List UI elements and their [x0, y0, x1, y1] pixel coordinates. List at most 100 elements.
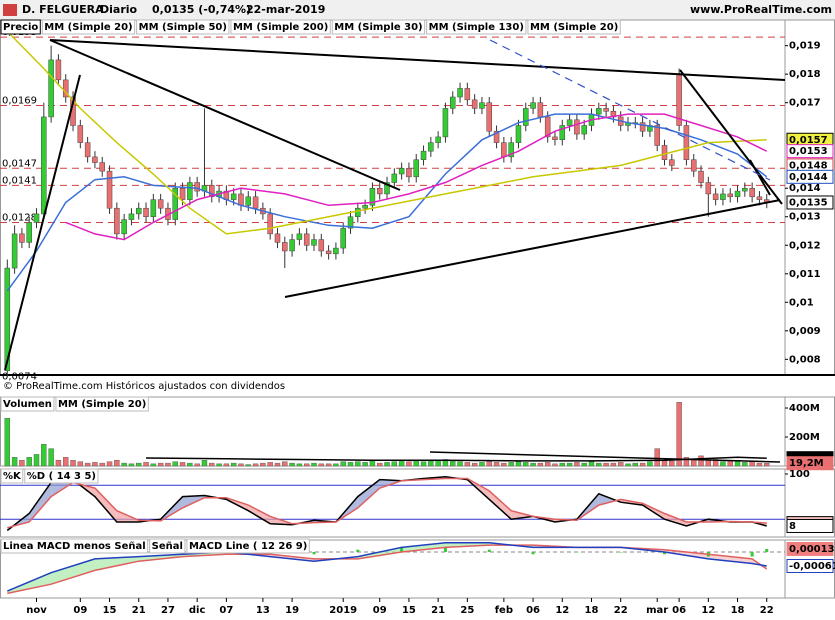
x-tick-label: 15	[402, 605, 416, 616]
volume-bar	[340, 461, 346, 467]
volume-bar	[201, 460, 208, 467]
volume-bar	[610, 462, 617, 467]
trendline	[679, 69, 783, 205]
candle-body	[698, 170, 704, 183]
band-fill	[94, 488, 117, 523]
y-tick-label: 0,014	[789, 183, 821, 194]
volume-bar	[33, 454, 40, 467]
candle-body	[471, 99, 478, 109]
volume-bar	[165, 462, 171, 467]
candle-body	[508, 142, 514, 158]
x-tick-label: 13	[256, 605, 270, 616]
volume-bar	[362, 462, 368, 467]
volume-bar	[676, 402, 682, 467]
volume-bar	[150, 463, 157, 467]
candle-body	[41, 116, 47, 215]
volume-bar	[756, 462, 763, 467]
volume-bar	[661, 460, 668, 467]
x-tick-label: 18	[585, 605, 599, 616]
line	[7, 544, 768, 595]
legend-box	[230, 19, 331, 35]
y-tick-label: 0,008	[789, 354, 821, 365]
volume-bar	[216, 463, 222, 467]
histogram-bar	[575, 551, 579, 553]
volume-bar	[501, 462, 507, 467]
x-tick-label: 21	[132, 605, 146, 616]
volume-bar	[106, 461, 113, 467]
band-fill	[51, 558, 95, 585]
candle-body	[333, 247, 339, 255]
volume-bar	[552, 463, 558, 467]
candle-body	[19, 233, 25, 243]
x-tick-label: 06	[672, 605, 686, 616]
trendline	[749, 159, 771, 196]
legend-entry: %D ( 14 3 5)	[27, 471, 96, 482]
level-label: 0,0141	[2, 175, 37, 186]
candle-body	[449, 96, 456, 109]
candle-body	[376, 187, 383, 195]
price-tag: 0,00013	[789, 544, 835, 555]
candle-body	[340, 227, 346, 249]
candle-body	[209, 185, 215, 198]
y-tick-label: 400M	[789, 403, 820, 414]
trendline	[49, 39, 786, 81]
candle-body	[705, 182, 712, 195]
volume-bar	[435, 460, 441, 467]
volume-bar	[121, 462, 127, 467]
legend-box	[149, 538, 186, 554]
price-tag-box	[786, 456, 834, 471]
site: www.ProRealTime.com	[690, 3, 832, 16]
candle-body	[274, 233, 281, 243]
legend-box	[0, 538, 149, 554]
candle-body	[362, 205, 368, 209]
candle-body	[523, 108, 529, 126]
trendline	[284, 199, 781, 298]
volume-bar	[566, 462, 573, 467]
volume-bar	[420, 461, 427, 467]
candle-body	[515, 125, 522, 143]
candle-body	[734, 190, 741, 198]
histogram-bar	[356, 549, 360, 552]
volume-bar	[523, 462, 529, 467]
candle-body	[150, 199, 157, 217]
band-fill	[248, 505, 271, 524]
y-tick-label: 100	[789, 469, 810, 480]
candle-body	[296, 233, 303, 240]
candle-body	[355, 207, 361, 217]
candle-body	[252, 196, 259, 209]
volume-bar	[289, 462, 295, 467]
candle-body	[435, 136, 441, 143]
candle-body	[603, 108, 609, 112]
candle-body	[581, 125, 587, 135]
candle-body	[559, 125, 566, 141]
y-tick-label: 0,018	[789, 69, 821, 80]
candle-body	[530, 102, 536, 109]
level-label: 0,0169	[2, 96, 37, 107]
line	[6, 476, 767, 532]
volume-bar	[252, 463, 259, 467]
y-tick-label: 0,009	[789, 326, 821, 337]
volume-bar	[428, 460, 434, 467]
price-tag: 0,0148	[789, 160, 828, 171]
band-fill	[94, 556, 139, 571]
volume-bar	[479, 462, 485, 467]
candle-body	[143, 207, 149, 217]
y-tick-label: 0,012	[789, 240, 821, 251]
histogram-bar	[400, 547, 404, 552]
band-fill	[489, 490, 512, 520]
price-tag-box	[786, 559, 834, 574]
candle-body	[566, 119, 573, 126]
candle-body	[62, 79, 69, 98]
candle-body	[413, 159, 419, 178]
band-fill	[357, 479, 380, 508]
volume-bar	[355, 461, 361, 467]
candle-body	[121, 219, 127, 235]
candle-body	[398, 168, 405, 175]
candle-body	[574, 119, 580, 135]
legend-entry: MM (Simple 50)	[139, 22, 227, 33]
x-tick-label: mar	[646, 605, 668, 616]
volume-bar	[720, 461, 726, 467]
volume-bar	[230, 462, 237, 467]
volume-bar	[559, 462, 565, 467]
